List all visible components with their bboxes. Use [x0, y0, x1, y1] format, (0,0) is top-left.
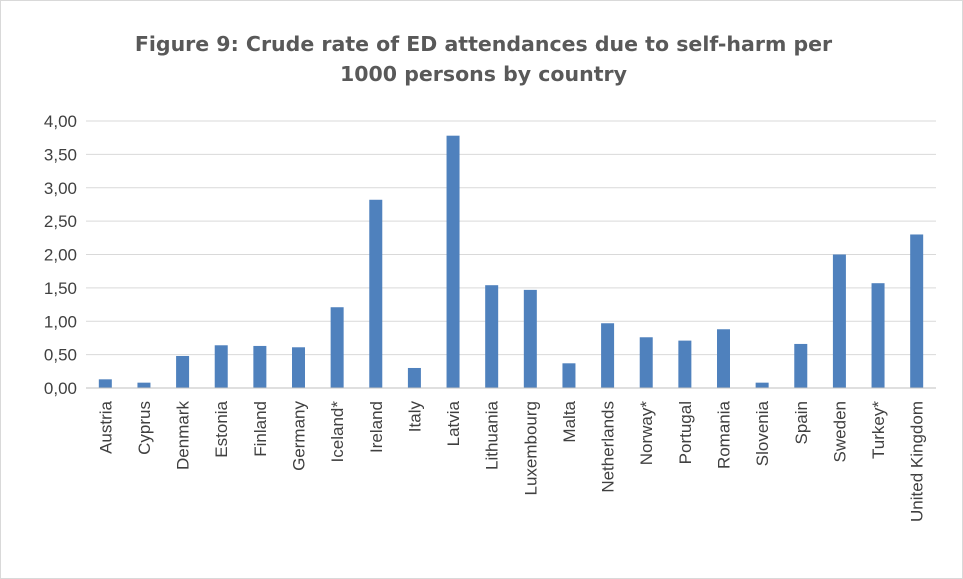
chart-title: Figure 9: Crude rate of ED attendances d…: [134, 32, 833, 86]
x-tick-label: Romania: [715, 400, 734, 469]
bar: [639, 337, 653, 388]
x-tick-label: Austria: [96, 400, 115, 453]
y-tick-label: 1,50: [44, 279, 77, 298]
x-tick-label: Slovenia: [753, 400, 772, 466]
y-tick-label: 0,00: [44, 379, 77, 398]
bar: [678, 340, 692, 388]
y-tick-label: 3,50: [44, 145, 77, 164]
bar: [407, 367, 421, 388]
bar: [717, 329, 730, 388]
x-tick-label: Finland: [251, 401, 270, 457]
x-tick-label: Germany: [290, 401, 309, 471]
gridlines: [86, 120, 936, 356]
x-tick-label: Portugal: [676, 401, 695, 464]
bar: [214, 345, 228, 388]
bar: [910, 234, 924, 388]
bar: [292, 347, 305, 388]
bar: [485, 285, 499, 388]
x-tick-label: Malta: [560, 400, 579, 442]
y-tick-label: 2,00: [44, 246, 77, 265]
x-tick-label: Lithuania: [483, 400, 502, 470]
x-tick-label: Turkey*: [869, 401, 888, 459]
bar: [601, 323, 615, 388]
x-tick-label: Sweden: [830, 401, 849, 462]
x-tick-label: Denmark: [174, 401, 193, 470]
bar: [562, 363, 576, 388]
y-axis: 0,00 0,50 1,00 1,50 2,00 2,50 3,00 3,50 4,00: [44, 112, 77, 398]
bar: [369, 199, 383, 388]
x-tick-label: Norway*: [637, 401, 656, 466]
bars: [98, 135, 924, 388]
x-tick-label: Cyprus: [135, 401, 154, 455]
bar: [253, 345, 267, 388]
x-tick-label: Ireland: [367, 401, 386, 453]
bar: [330, 307, 344, 388]
y-tick-label: 4,00: [44, 112, 77, 131]
x-tick-label: Iceland*: [328, 401, 347, 463]
y-tick-label: 2,50: [44, 212, 77, 231]
x-tick-label: Netherlands: [599, 401, 618, 493]
bar: [446, 135, 460, 388]
bar: [871, 283, 885, 388]
bar: [523, 289, 537, 388]
bar: [832, 254, 846, 388]
x-tick-label: Italy: [405, 401, 424, 433]
bar: [137, 382, 151, 388]
bar: [176, 355, 190, 388]
bar: [98, 379, 112, 388]
y-tick-label: 3,00: [44, 179, 77, 198]
x-tick-label: Latvia: [444, 400, 463, 446]
x-tick-label: United Kingdom: [908, 401, 927, 522]
x-tick-label: Estonia: [212, 400, 231, 457]
x-tick-label: Spain: [792, 401, 811, 444]
y-tick-label: 0,50: [44, 346, 77, 365]
x-axis-labels: Austria Cyprus Denmark Estonia Finland German…: [96, 400, 926, 522]
bar: [794, 343, 808, 388]
y-tick-label: 1,00: [44, 312, 77, 331]
x-tick-label: Luxembourg: [521, 401, 540, 496]
bar: [755, 382, 769, 388]
